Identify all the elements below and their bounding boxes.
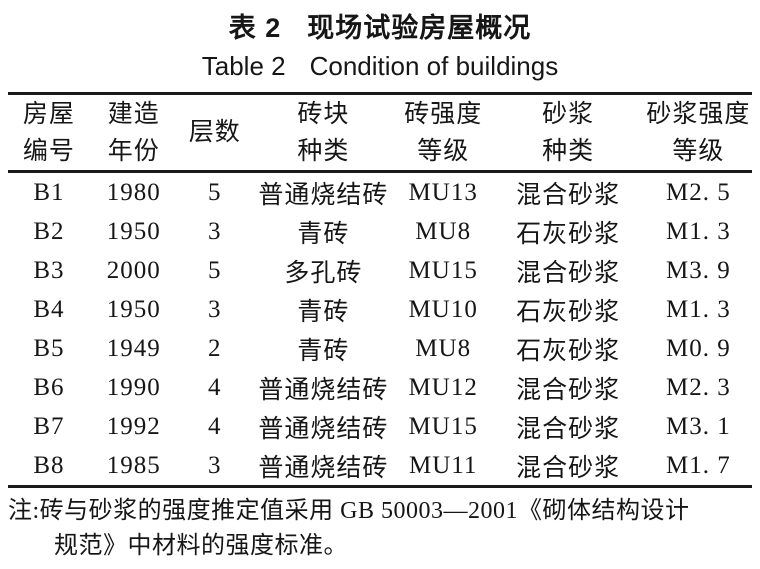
table-title-zh-text: 现场试验房屋概况: [307, 13, 532, 43]
table-cell: M1. 3: [666, 217, 731, 245]
table-cell: B1: [33, 178, 65, 206]
column-header: 砂浆强度 等级: [645, 94, 752, 172]
column-header-text: 编号: [22, 137, 75, 165]
column-header: 砂浆 种类: [492, 94, 645, 172]
table-cell: 5: [208, 178, 222, 206]
table-cell: B3: [33, 256, 65, 284]
table-cell: MU12: [408, 373, 478, 401]
table-cell: 2000: [106, 256, 161, 284]
table-row: B4 1950 3 青砖 MU10 石灰砂浆 M1. 3: [8, 290, 752, 329]
column-header-text: 等级: [672, 137, 725, 165]
table-row: B2 1950 3 青砖 MU8 石灰砂浆 M1. 3: [8, 212, 752, 251]
table-cell: MU15: [408, 256, 478, 284]
table-cell: 1980: [106, 178, 161, 206]
table-cell: M2. 5: [666, 178, 731, 206]
table-cell: 青砖: [297, 298, 350, 326]
table-row: B8 1985 3 普通烧结砖 MU11 混合砂浆 M1. 7: [8, 446, 752, 487]
table-cell: 1985: [106, 451, 161, 479]
table-cell: 普通烧结砖: [258, 376, 389, 404]
table-cell: 石灰砂浆: [516, 220, 621, 248]
table-cell: MU15: [408, 412, 478, 440]
table-cell: M0. 9: [666, 334, 731, 362]
column-header: 房屋 编号: [8, 94, 90, 172]
table-cell: MU10: [408, 295, 478, 323]
table-cell: 混合砂浆: [516, 415, 621, 443]
table-footnote: 注:砖与砂浆的强度推定值采用 GB 50003—2001《砌体结构设计 规范》中…: [8, 494, 756, 564]
table-cell: 1992: [106, 412, 161, 440]
column-header-text: 砖强度: [404, 100, 483, 128]
column-header-text: 年份: [107, 137, 160, 165]
table-cell: B2: [33, 217, 65, 245]
column-header: 砖强度 等级: [395, 94, 492, 172]
column-header: 砖块 种类: [252, 94, 395, 172]
table-cell: MU8: [415, 334, 472, 362]
table-cell: M3. 9: [666, 256, 731, 284]
table-title-en: Table 2 Condition of buildings: [0, 51, 760, 82]
footnote-line: 规范》中材料的强度标准。: [54, 533, 348, 559]
table-cell: 石灰砂浆: [516, 337, 621, 365]
table-cell: 混合砂浆: [516, 259, 621, 287]
column-header-text: 砂浆强度: [646, 100, 751, 128]
table-cell: 3: [208, 295, 222, 323]
table-title-zh: 表 2 现场试验房屋概况: [0, 6, 760, 45]
table-cell: 混合砂浆: [516, 181, 621, 209]
column-header-text: 层数: [188, 119, 241, 146]
table-cell: 5: [208, 256, 222, 284]
table-cell: 混合砂浆: [516, 454, 621, 482]
table-cell: 普通烧结砖: [258, 181, 389, 209]
table-cell: 青砖: [297, 337, 350, 365]
table-title-en-number: Table 2: [201, 51, 286, 81]
table-cell: B8: [33, 451, 65, 479]
table-cell: 混合砂浆: [516, 376, 621, 404]
table-cell: 4: [208, 412, 222, 440]
table-title-en-text: Condition of buildings: [309, 51, 559, 81]
column-header: 层数: [178, 94, 252, 172]
column-header-text: 砖块: [297, 100, 350, 128]
table-body: B1 1980 5 普通烧结砖 MU13 混合砂浆 M2. 5 B2 1950 3 青砖 MU8 石灰砂…: [8, 172, 752, 487]
table-cell: B6: [33, 373, 65, 401]
table-cell: MU8: [415, 217, 472, 245]
table-cell: 4: [208, 373, 222, 401]
header-row: 房屋 编号 建造 年份 层数 砖块 种类 砖强度 等级 砂浆 种类 砂浆强度 等级: [8, 94, 752, 172]
table-cell: 普通烧结砖: [258, 454, 389, 482]
table-cell: M1. 3: [666, 295, 731, 323]
table-cell: 1949: [106, 334, 161, 362]
table-cell: 1950: [106, 295, 161, 323]
column-header-text: 砂浆: [542, 100, 595, 128]
table-cell: 3: [208, 217, 222, 245]
table-cell: 青砖: [297, 220, 350, 248]
table-row: B3 2000 5 多孔砖 MU15 混合砂浆 M3. 9: [8, 251, 752, 290]
table-row: B7 1992 4 普通烧结砖 MU15 混合砂浆 M3. 1: [8, 407, 752, 446]
table-cell: 1990: [106, 373, 161, 401]
column-header-text: 建造: [107, 100, 160, 128]
table-cell: B7: [33, 412, 65, 440]
table-cell: 2: [208, 334, 222, 362]
column-header: 建造 年份: [90, 94, 178, 172]
column-header-text: 房屋: [22, 100, 75, 128]
table-cell: B4: [33, 295, 65, 323]
table-cell: B5: [33, 334, 65, 362]
column-header-text: 等级: [417, 137, 470, 165]
table-cell: MU11: [409, 451, 478, 479]
table-row: B5 1949 2 青砖 MU8 石灰砂浆 M0. 9: [8, 329, 752, 368]
table-cell: M3. 1: [666, 412, 731, 440]
table-cell: MU13: [408, 178, 478, 206]
table-cell: M1. 7: [666, 451, 731, 479]
table-cell: 多孔砖: [284, 259, 363, 287]
table-row: B1 1980 5 普通烧结砖 MU13 混合砂浆 M2. 5: [8, 172, 752, 213]
buildings-table: 房屋 编号 建造 年份 层数 砖块 种类 砖强度 等级 砂浆 种类 砂浆强度 等级 B1 1980 5 普通烧…: [8, 92, 752, 488]
table-cell: 普通烧结砖: [258, 415, 389, 443]
footnote-line: 注:砖与砂浆的强度推定值采用 GB 50003—2001《砌体结构设计: [8, 498, 690, 524]
table-cell: M2. 3: [666, 373, 731, 401]
table-cell: 1950: [106, 217, 161, 245]
table-row: B6 1990 4 普通烧结砖 MU12 混合砂浆 M2. 3: [8, 368, 752, 407]
table-title-zh-number: 表 2: [228, 13, 282, 43]
table-cell: 石灰砂浆: [516, 298, 621, 326]
column-header-text: 种类: [297, 137, 350, 165]
column-header-text: 种类: [542, 137, 595, 165]
table-cell: 3: [208, 451, 222, 479]
